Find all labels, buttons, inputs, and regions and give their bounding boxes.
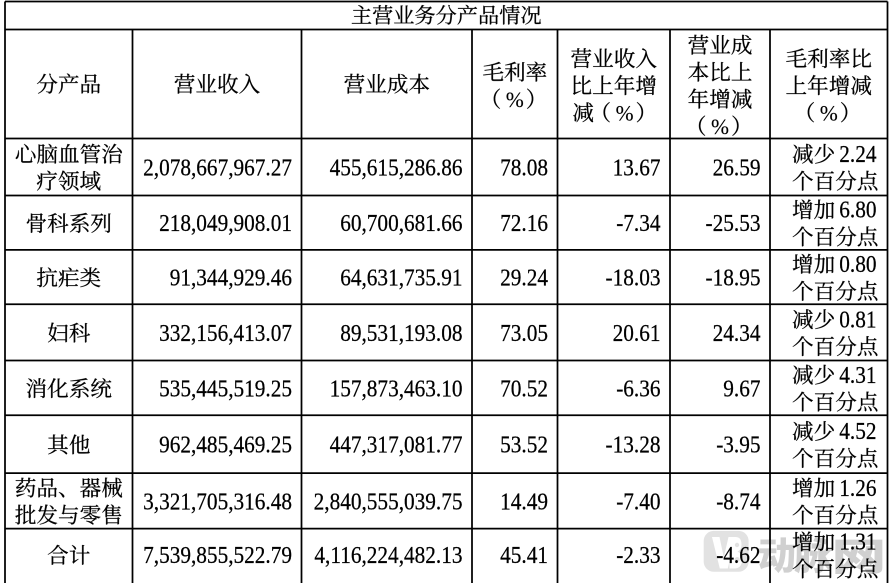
svg-text:24.34: 24.34 (713, 318, 761, 346)
svg-text:-6.36: -6.36 (616, 374, 660, 402)
svg-text:4.31: 4.31 (839, 360, 876, 388)
svg-text:3,321,705,316.48: 3,321,705,316.48 (143, 487, 292, 515)
svg-text:-18.03: -18.03 (606, 263, 661, 291)
svg-text:89,531,193.08: 89,531,193.08 (340, 318, 462, 346)
svg-text:-13.28: -13.28 (606, 430, 661, 458)
svg-text:2.24: 2.24 (839, 139, 877, 167)
svg-text:1.31: 1.31 (839, 527, 876, 555)
svg-text:9.67: 9.67 (723, 374, 760, 402)
svg-text:-8.74: -8.74 (716, 487, 761, 515)
svg-text:72.16: 72.16 (500, 209, 548, 237)
svg-text:-7.34: -7.34 (616, 209, 661, 237)
svg-text:73.05: 73.05 (500, 318, 548, 346)
svg-text:91,344,929.46: 91,344,929.46 (170, 263, 292, 291)
svg-text:7,539,855,522.79: 7,539,855,522.79 (143, 541, 292, 569)
svg-text:26.59: 26.59 (713, 153, 761, 181)
svg-text:14.49: 14.49 (500, 487, 548, 515)
svg-text:-25.53: -25.53 (706, 209, 761, 237)
svg-text:-2.33: -2.33 (616, 541, 660, 569)
svg-text:64,631,735.91: 64,631,735.91 (340, 263, 462, 291)
svg-text:2,840,555,039.75: 2,840,555,039.75 (314, 487, 463, 515)
svg-text:4.52: 4.52 (839, 417, 876, 445)
svg-text:-3.95: -3.95 (716, 430, 760, 458)
svg-text:218,049,908.01: 218,049,908.01 (159, 209, 292, 237)
svg-text:6.80: 6.80 (839, 195, 876, 223)
svg-text:447,317,081.77: 447,317,081.77 (330, 430, 463, 458)
svg-text:332,156,413.07: 332,156,413.07 (159, 318, 292, 346)
svg-text:29.24: 29.24 (500, 263, 548, 291)
svg-text:13.67: 13.67 (613, 153, 661, 181)
svg-text:45.41: 45.41 (500, 541, 548, 569)
svg-text:157,873,463.10: 157,873,463.10 (330, 374, 463, 402)
svg-text:0.81: 0.81 (839, 305, 876, 333)
svg-text:53.52: 53.52 (500, 430, 548, 458)
svg-text:-7.40: -7.40 (616, 487, 660, 515)
svg-text:535,445,519.25: 535,445,519.25 (159, 374, 292, 402)
svg-text:455,615,286.86: 455,615,286.86 (330, 153, 463, 181)
svg-text:962,485,469.25: 962,485,469.25 (159, 430, 292, 458)
svg-text:-18.95: -18.95 (706, 263, 761, 291)
svg-text:60,700,681.66: 60,700,681.66 (340, 209, 462, 237)
svg-text:4,116,224,482.13: 4,116,224,482.13 (314, 541, 462, 569)
svg-text:0.80: 0.80 (839, 250, 876, 278)
svg-text:1.26: 1.26 (839, 473, 876, 501)
svg-text:-4.62: -4.62 (716, 541, 760, 569)
svg-text:2,078,667,967.27: 2,078,667,967.27 (143, 153, 292, 181)
svg-text:70.52: 70.52 (500, 374, 548, 402)
svg-text:78.08: 78.08 (500, 153, 548, 181)
svg-text:20.61: 20.61 (613, 318, 661, 346)
